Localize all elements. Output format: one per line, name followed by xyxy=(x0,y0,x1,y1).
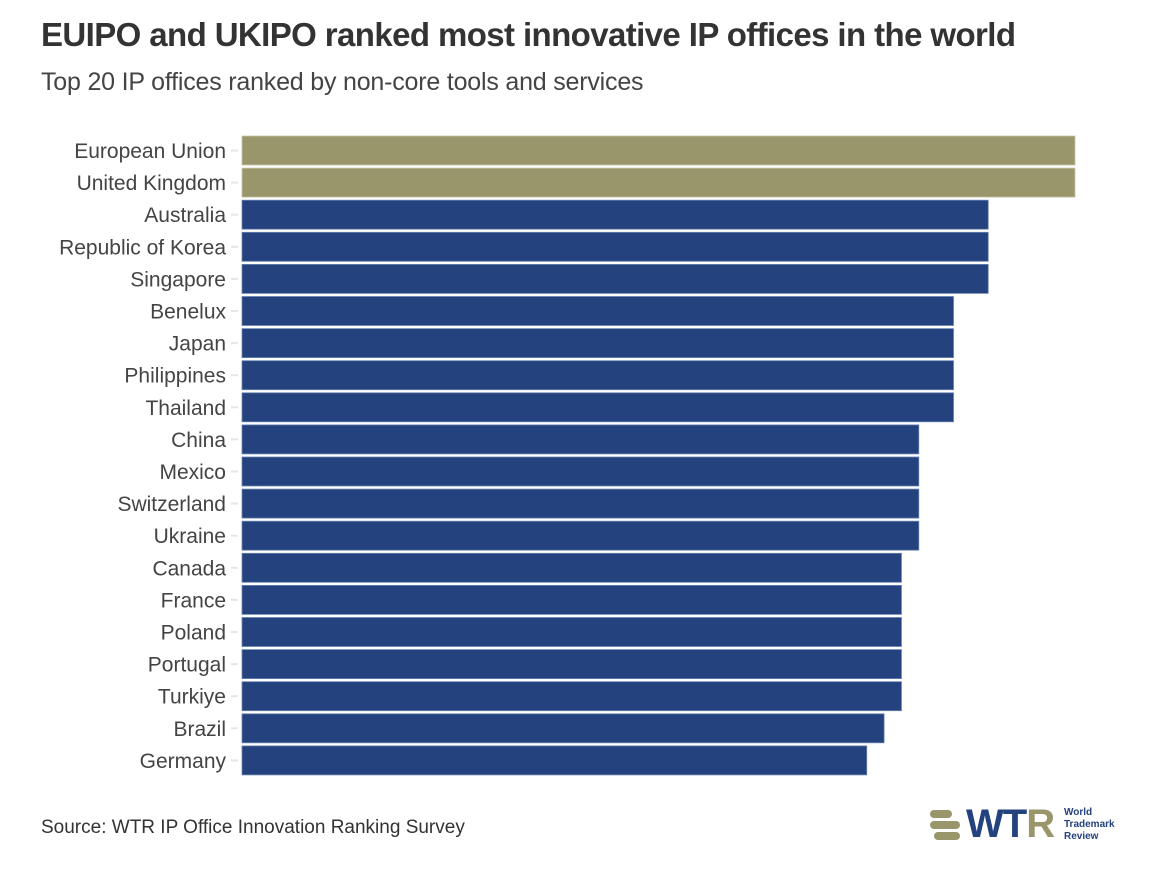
category-label: Thailand xyxy=(145,397,226,420)
wtr-logo: WTR World Trademark Review xyxy=(930,802,1130,846)
bar-philippines xyxy=(241,360,954,391)
bar-brazil xyxy=(241,713,885,744)
bar-united-kingdom xyxy=(241,167,1076,198)
category-label: United Kingdom xyxy=(77,172,226,195)
logo-wordmark: WTR xyxy=(966,802,1055,846)
bar-turkiye xyxy=(241,681,902,712)
chart-title: EUIPO and UKIPO ranked most innovative I… xyxy=(41,16,1016,53)
bar-republic-of-korea xyxy=(241,231,989,262)
category-label: Germany xyxy=(140,750,227,773)
category-label: Benelux xyxy=(150,301,226,324)
category-label: Poland xyxy=(161,622,226,645)
bar-benelux xyxy=(241,296,954,326)
bar-ukraine xyxy=(241,520,920,551)
bar-japan xyxy=(241,328,954,359)
category-label: Japan xyxy=(169,333,226,356)
category-label: Singapore xyxy=(130,268,226,291)
bar-canada xyxy=(241,552,902,583)
category-label: Brazil xyxy=(173,718,226,741)
bar-australia xyxy=(241,199,989,230)
bar-china xyxy=(241,424,920,455)
category-label: Turkiye xyxy=(158,686,226,709)
chart-subtitle: Top 20 IP offices ranked by non-core too… xyxy=(41,68,644,96)
bar-european-union xyxy=(241,135,1076,166)
category-label: Philippines xyxy=(124,365,226,388)
logo-tagline: World Trademark Review xyxy=(1064,807,1115,842)
bar-singapore xyxy=(241,263,989,294)
bar-thailand xyxy=(241,392,954,423)
category-label: Australia xyxy=(144,204,226,227)
category-label: China xyxy=(171,429,226,452)
category-label: Switzerland xyxy=(117,493,226,516)
bar-switzerland xyxy=(241,488,920,519)
category-label: Portugal xyxy=(148,654,226,677)
bar-mexico xyxy=(241,456,920,487)
bar-france xyxy=(241,584,902,615)
bar-poland xyxy=(241,617,902,647)
category-label: Ukraine xyxy=(154,525,226,548)
category-label: Republic of Korea xyxy=(59,236,226,259)
source-note: Source: WTR IP Office Innovation Ranking… xyxy=(41,817,465,838)
category-label: European Union xyxy=(74,140,226,163)
category-label: France xyxy=(161,589,226,612)
bar-germany xyxy=(241,745,868,776)
bar-portugal xyxy=(241,649,902,679)
category-label: Mexico xyxy=(159,461,226,484)
bar-chart: European Union United Kingdom Australia Rep… xyxy=(59,135,1076,776)
category-label: Canada xyxy=(152,557,226,580)
